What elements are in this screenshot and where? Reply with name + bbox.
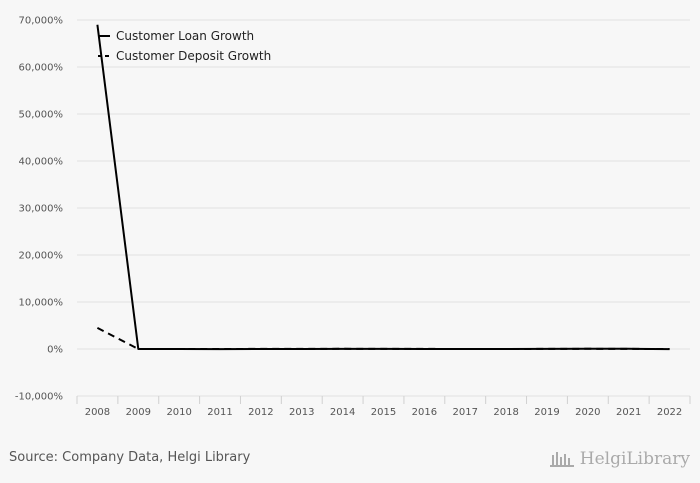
x-tick-label: 2020	[575, 407, 600, 418]
x-tick-label: 2019	[534, 407, 559, 418]
x-tick-label: 2014	[330, 407, 355, 418]
y-tick-label: -10,000%	[15, 392, 63, 403]
x-axis: 2008 2009 2010 2011 2012 2013 2014 2015 2016 2017…	[77, 396, 690, 418]
x-tick-label: 2013	[289, 407, 314, 418]
gridlines	[77, 20, 690, 396]
y-tick-label: 20,000%	[19, 251, 64, 262]
x-tick-label: 2011	[207, 407, 232, 418]
x-tick-label: 2015	[371, 407, 396, 418]
x-tick-label: 2022	[657, 407, 682, 418]
source-note: Source: Company Data, Helgi Library	[9, 450, 250, 465]
y-tick-label: 50,000%	[19, 110, 64, 121]
y-tick-label: 70,000%	[19, 16, 64, 27]
x-tick-label: 2009	[126, 407, 151, 418]
x-tick-label: 2010	[166, 407, 191, 418]
y-tick-label: 40,000%	[19, 157, 64, 168]
series-lines	[97, 25, 669, 349]
x-tick-label: 2018	[493, 407, 518, 418]
legend: Customer Loan Growth Customer Deposit Gro…	[98, 29, 271, 63]
helgi-library-logo: HelgiLibrary	[550, 449, 690, 469]
y-axis-ticks: -10,000% 0% 10,000% 20,000% 30,000% 40,000% 50…	[15, 16, 63, 403]
logo-text: HelgiLibrary	[580, 449, 690, 469]
legend-label: Customer Loan Growth	[116, 29, 254, 43]
x-tick-label: 2008	[85, 407, 110, 418]
x-tick-label: 2017	[453, 407, 478, 418]
y-tick-label: 10,000%	[19, 298, 64, 309]
x-tick-label: 2016	[412, 407, 437, 418]
y-tick-label: 0%	[47, 345, 63, 356]
series-line	[97, 25, 669, 349]
legend-label: Customer Deposit Growth	[116, 49, 271, 63]
chart: -10,000% 0% 10,000% 20,000% 30,000% 40,000% 50…	[0, 0, 700, 440]
library-icon	[550, 449, 576, 469]
series-line	[97, 328, 669, 349]
y-tick-label: 60,000%	[19, 63, 64, 74]
y-tick-label: 30,000%	[19, 204, 64, 215]
x-tick-label: 2012	[248, 407, 273, 418]
x-tick-label: 2021	[616, 407, 641, 418]
